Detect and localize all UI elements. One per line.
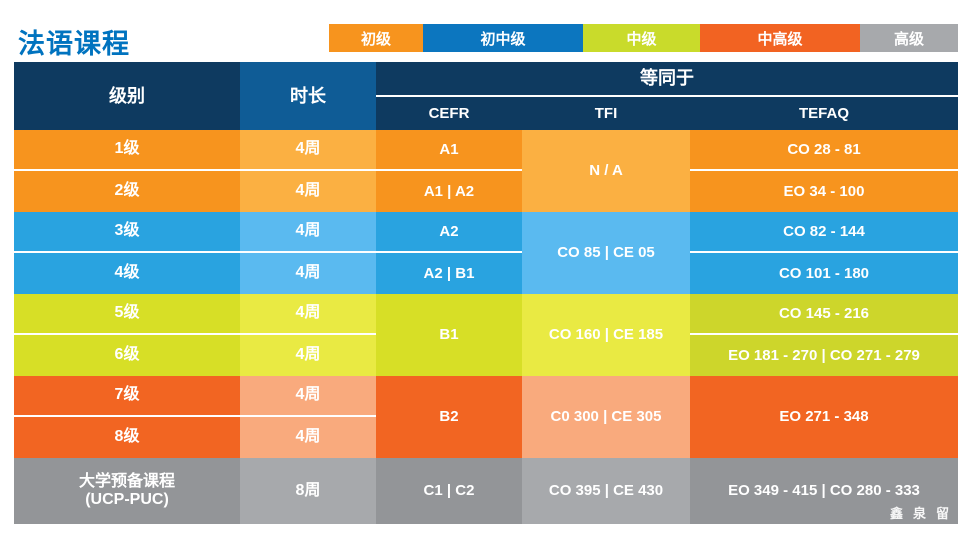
level-cell: 3级 — [14, 212, 240, 253]
level-cell: 7级 — [14, 376, 240, 417]
level-cell: 2级 — [14, 171, 240, 212]
level-cell: 4级 — [14, 253, 240, 294]
duration-cell: 4周 — [240, 212, 376, 253]
header-level: 级别 — [14, 62, 240, 130]
legend-item-advanced: 高级 — [860, 24, 958, 52]
duration-cell: 4周 — [240, 335, 376, 376]
header-cefr: CEFR — [376, 97, 522, 130]
duration-cell: 4周 — [240, 376, 376, 417]
cefr-cell: A1 | A2 — [376, 171, 522, 212]
header-tefaq: TEFAQ — [690, 97, 958, 130]
course-table: 级别 时长 等同于 CEFR TFI TEFAQ 1级 4周 A1 N / A … — [14, 62, 958, 524]
page-title: 法语课程 — [18, 29, 130, 59]
legend-item-beginner: 初级 — [329, 24, 423, 52]
tfi-cell: C0 300 | CE 305 — [522, 376, 690, 458]
level-cell-line2: (UCP-PUC) — [85, 491, 169, 508]
legend-item-lower-mid: 初中级 — [423, 24, 583, 52]
tefaq-cell: EO 271 - 348 — [690, 376, 958, 458]
level-cell: 大学预备课程 (UCP-PUC) — [14, 458, 240, 524]
watermark: 鑫泉留学 — [889, 506, 972, 521]
header-equivalent: 等同于 — [376, 62, 958, 97]
level-cell: 5级 — [14, 294, 240, 335]
duration-cell: 4周 — [240, 130, 376, 171]
cefr-cell: A1 — [376, 130, 522, 171]
tefaq-cell: EO 181 - 270 | CO 271 - 279 — [690, 335, 958, 376]
level-cell: 1级 — [14, 130, 240, 171]
duration-cell: 4周 — [240, 417, 376, 458]
tfi-cell: CO 160 | CE 185 — [522, 294, 690, 376]
duration-cell: 8周 — [240, 458, 376, 524]
cefr-cell: B1 — [376, 294, 522, 376]
duration-cell: 4周 — [240, 171, 376, 212]
tefaq-cell: EO 34 - 100 — [690, 171, 958, 212]
tefaq-cell: EO 349 - 415 | CO 280 - 333 — [690, 458, 958, 524]
legend-item-intermediate: 中级 — [583, 24, 700, 52]
cefr-cell: C1 | C2 — [376, 458, 522, 524]
tefaq-cell: CO 82 - 144 — [690, 212, 958, 253]
legend-item-upper-mid: 中高级 — [700, 24, 860, 52]
level-cell: 6级 — [14, 335, 240, 376]
tfi-cell: CO 85 | CE 05 — [522, 212, 690, 294]
level-cell-line1: 大学预备课程 — [78, 472, 175, 490]
tefaq-cell: CO 101 - 180 — [690, 253, 958, 294]
tfi-cell: N / A — [522, 130, 690, 212]
level-legend: 初级 初中级 中级 中高级 高级 — [329, 24, 958, 52]
cefr-cell: A2 | B1 — [376, 253, 522, 294]
tefaq-cell: CO 145 - 216 — [690, 294, 958, 335]
level-cell: 8级 — [14, 417, 240, 458]
duration-cell: 4周 — [240, 253, 376, 294]
header-duration: 时长 — [240, 62, 376, 130]
cefr-cell: B2 — [376, 376, 522, 458]
cefr-cell: A2 — [376, 212, 522, 253]
tfi-cell: CO 395 | CE 430 — [522, 458, 690, 524]
tefaq-cell: CO 28 - 81 — [690, 130, 958, 171]
header-tfi: TFI — [522, 97, 690, 130]
duration-cell: 4周 — [240, 294, 376, 335]
